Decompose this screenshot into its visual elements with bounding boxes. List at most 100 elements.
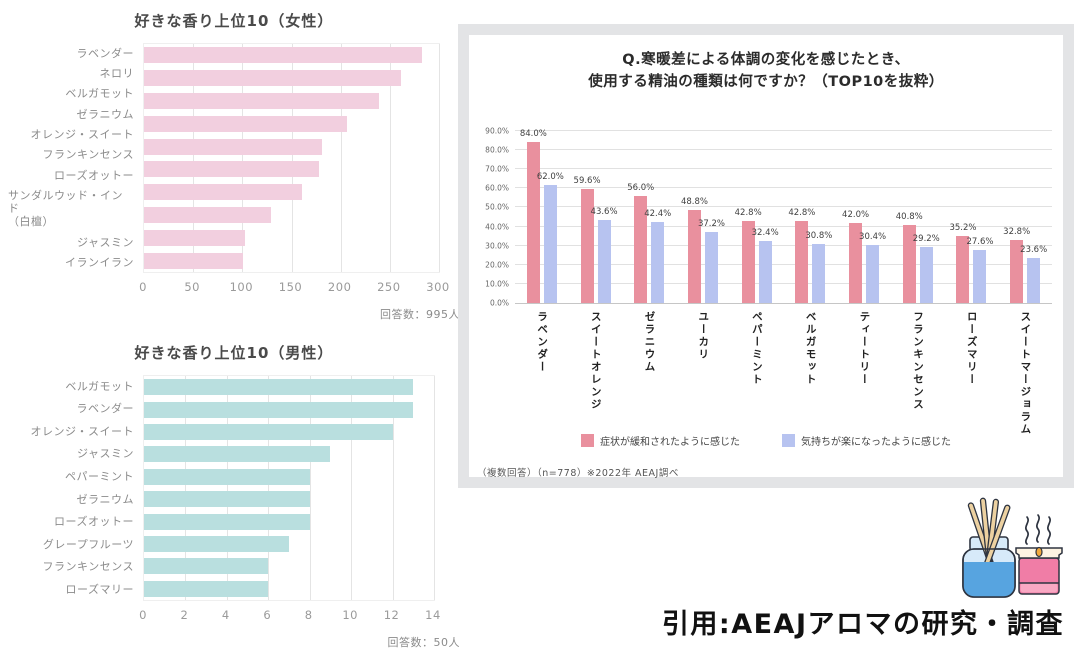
felt-relaxed-bar: 23.6%	[1020, 131, 1047, 303]
value-label: 56.0%	[627, 182, 655, 193]
symptom-relief-bar: 42.8%	[788, 131, 815, 303]
value-bar	[144, 468, 310, 485]
category-label: ペパーミント	[750, 311, 763, 386]
value-bar	[144, 580, 269, 597]
x-axis-tick: 50	[184, 280, 200, 294]
value-bar	[144, 379, 414, 396]
gridline	[515, 282, 1052, 284]
gridline	[392, 376, 394, 600]
category-label: ラベンダー	[76, 402, 134, 416]
legend-swatch-pink	[581, 434, 594, 447]
gridline	[515, 263, 1052, 265]
men-response-count: 回答数：50人	[387, 636, 460, 649]
value-label: 29.2%	[912, 234, 940, 245]
oil-plot-area: 84.0% 62.0% 59.6% 43.6% 56.0% 42.4% 48.8% 37.2%…	[515, 129, 1052, 304]
felt-relaxed-bar: 42.4%	[644, 131, 671, 303]
category-label: ローズマリー	[965, 311, 978, 386]
y-axis-tick: 30.0%	[485, 241, 509, 251]
symptom-relief-bar: 56.0%	[627, 131, 654, 303]
value-bar	[144, 423, 393, 440]
oil-legend: 症状が緩和されたように感じた 気持ちが楽になったように感じた	[469, 433, 1063, 448]
value-bar	[144, 115, 347, 132]
x-axis-tick: 0	[139, 608, 147, 622]
value-bar	[812, 244, 826, 303]
y-axis-tick: 60.0%	[485, 183, 509, 193]
x-axis-tick: 250	[377, 280, 401, 294]
value-bar	[580, 189, 594, 303]
gridline	[185, 376, 187, 600]
legend-item-symptom-relief: 症状が緩和されたように感じた	[581, 433, 740, 448]
category-label: ラベンダー	[76, 46, 134, 60]
gridline	[291, 44, 293, 272]
category-cell: ローズマリー	[945, 311, 999, 436]
men-chart-body: ベルガモット ラベンダー オレンジ・スイート ジャスミン ペパーミント ゼラニウム ローズオ…	[8, 375, 460, 601]
y-axis-tick: 50.0%	[485, 202, 509, 212]
symptom-relief-bar: 40.8%	[896, 131, 923, 303]
category-cell: ペパーミント	[730, 311, 784, 436]
gridline	[515, 149, 1052, 151]
x-axis-tick: 2	[180, 608, 189, 622]
felt-relaxed-bar: 37.2%	[698, 131, 725, 303]
felt-relaxed-bar: 30.8%	[805, 131, 832, 303]
felt-relaxed-bar: 27.6%	[966, 131, 993, 303]
men-category-labels: ベルガモット ラベンダー オレンジ・スイート ジャスミン ペパーミント ゼラニウム ローズオ…	[8, 375, 143, 601]
category-label: オレンジ・スイート	[30, 128, 134, 142]
category-label: ティートリー	[858, 311, 871, 386]
y-axis-tick: 10.0%	[485, 279, 509, 289]
women-response-count: 回答数：995人	[380, 308, 460, 321]
felt-relaxed-bar: 30.4%	[859, 131, 886, 303]
men-chart-title: 好きな香り上位10（男性）	[134, 344, 334, 362]
gridline	[309, 376, 311, 600]
gridline	[268, 376, 270, 600]
category-cell: ユーカリ	[676, 311, 730, 436]
bars-container	[144, 376, 434, 600]
value-label: 42.0%	[842, 209, 870, 220]
gridline	[389, 44, 391, 272]
bar-group: 59.6% 43.6%	[569, 131, 623, 303]
category-label: ゼラニウム	[643, 311, 656, 374]
value-bar	[144, 535, 289, 552]
bar-group: 32.8% 23.6%	[998, 131, 1052, 303]
gridline	[515, 206, 1052, 208]
symptom-relief-bar: 35.2%	[949, 131, 976, 303]
value-bar	[1010, 240, 1024, 303]
bar-group: 42.8% 32.4%	[730, 131, 784, 303]
category-label: ゼラニウム	[76, 492, 134, 506]
value-bar	[144, 229, 246, 246]
value-label: 43.6%	[590, 206, 618, 217]
x-axis-tick: 100	[229, 280, 254, 294]
value-bar	[741, 221, 755, 303]
bar-group: 40.8% 29.2%	[891, 131, 945, 303]
value-bar	[144, 513, 310, 530]
women-chart-body: ラベンダー ネロリ ベルガモット ゼラニウム オレンジ・スイート フランキンセンス ローズオ…	[8, 43, 460, 273]
value-bar	[758, 241, 772, 303]
x-axis-tick: 150	[278, 280, 303, 294]
oil-chart-title: Q.寒暖差による体調の変化を感じたとき、 使用する精油の種類は何ですか？（TOP…	[469, 49, 1063, 94]
value-bar	[973, 250, 987, 303]
aroma-illustration	[943, 496, 1067, 602]
x-axis-tick: 14	[425, 608, 441, 622]
bar-group: 35.2% 27.6%	[945, 131, 999, 303]
category-label: ユーカリ	[697, 311, 710, 361]
value-label: 48.8%	[680, 196, 708, 207]
category-label: フランキンセンス	[912, 311, 925, 411]
value-bar	[866, 244, 880, 303]
bar-group: 42.8% 30.8%	[784, 131, 838, 303]
bar-group: 42.0% 30.4%	[837, 131, 891, 303]
aroma-illustration-svg	[962, 497, 1063, 598]
value-bar	[144, 206, 271, 223]
value-bar	[144, 446, 331, 463]
value-bar	[704, 231, 718, 303]
gridline	[226, 376, 228, 600]
value-bar	[956, 235, 970, 303]
category-label: サンダルウッド・インド （白檀）	[8, 189, 123, 229]
women-x-axis: 0 50 100 150 200 250 300	[139, 273, 449, 294]
category-label: ペパーミント	[65, 470, 134, 484]
legend-label-felt-relaxed: 気持ちが楽になったように感じた	[801, 437, 951, 448]
value-label: 84.0%	[519, 129, 547, 140]
legend-item-felt-relaxed: 気持ちが楽になったように感じた	[782, 433, 951, 448]
category-label: ベルガモット	[804, 311, 817, 386]
category-cell: ゼラニウム	[622, 311, 676, 436]
symptom-relief-bar: 42.8%	[735, 131, 762, 303]
women-plot-area	[143, 43, 440, 273]
